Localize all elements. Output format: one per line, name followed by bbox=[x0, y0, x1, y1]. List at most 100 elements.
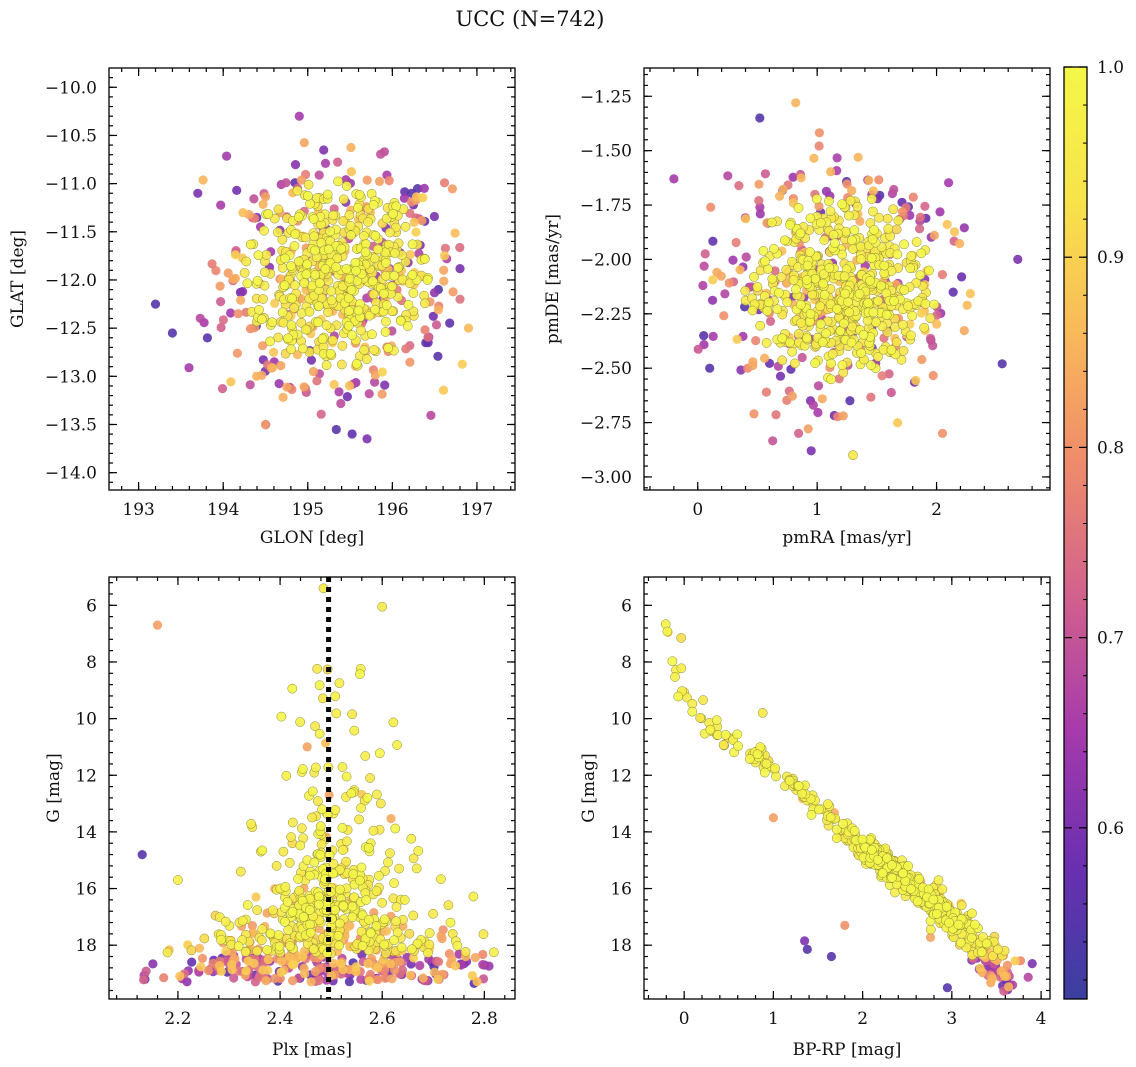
glon-glat-ytick-label: −13.5 bbox=[45, 415, 97, 435]
bprp-g-point bbox=[932, 909, 942, 919]
bprp-g-point bbox=[987, 974, 997, 984]
glon-glat-point bbox=[309, 231, 320, 242]
pmra-pmde-point bbox=[789, 358, 800, 369]
bprp-g-point bbox=[1000, 971, 1010, 981]
bprp-g-ytick-label: 14 bbox=[610, 823, 632, 843]
glon-glat-point bbox=[380, 380, 390, 390]
pmra-pmde-point bbox=[886, 345, 897, 355]
pmra-pmde-point bbox=[846, 337, 857, 348]
plx-g-point bbox=[411, 863, 422, 874]
glon-glat-point bbox=[260, 419, 271, 430]
pmra-pmde-point bbox=[803, 424, 813, 434]
pmra-pmde-point bbox=[775, 371, 786, 381]
bprp-g-point bbox=[825, 812, 836, 823]
pmra-pmde-point bbox=[879, 260, 890, 271]
glon-glat-point bbox=[273, 204, 284, 215]
glon-glat-point bbox=[457, 359, 467, 369]
glon-glat-point bbox=[277, 307, 288, 318]
plx-g-point bbox=[478, 949, 488, 960]
pmra-pmde-point bbox=[905, 263, 916, 274]
pmra-pmde-point bbox=[832, 304, 842, 314]
pmra-pmde-point bbox=[839, 318, 849, 329]
bprp-g-point bbox=[732, 729, 743, 740]
pmra-pmde-ytick-label: −1.25 bbox=[580, 87, 632, 107]
plx-g-point bbox=[334, 678, 345, 688]
glon-glat-point bbox=[381, 270, 391, 281]
pmra-pmde-point bbox=[795, 228, 806, 239]
bprp-g-point bbox=[826, 951, 837, 962]
plx-g-point bbox=[307, 812, 317, 823]
pmra-pmde-point bbox=[898, 345, 909, 356]
glon-glat-point bbox=[245, 380, 255, 390]
bprp-g-point bbox=[673, 691, 684, 702]
pmra-pmde-point bbox=[867, 234, 878, 245]
pmra-pmde-point bbox=[881, 309, 892, 320]
plx-g-point bbox=[312, 796, 323, 806]
plx-g-point bbox=[428, 908, 438, 919]
pmra-pmde-point bbox=[899, 239, 909, 250]
glon-glat-point bbox=[289, 241, 300, 251]
bprp-g-ytick-label: 18 bbox=[610, 936, 632, 956]
plx-g-point bbox=[220, 916, 231, 927]
pmra-pmde-point bbox=[832, 153, 842, 163]
plx-g-point bbox=[284, 857, 295, 868]
glon-glat-point bbox=[207, 259, 217, 269]
pmra-pmde-point bbox=[847, 235, 857, 246]
bprp-g-ytick-label: 6 bbox=[621, 596, 632, 616]
plx-g-point bbox=[288, 960, 298, 970]
glon-glat-point bbox=[345, 220, 356, 231]
pmra-pmde-point bbox=[929, 299, 940, 310]
pmra-pmde-point bbox=[771, 410, 781, 420]
pmra-pmde-point bbox=[669, 174, 679, 184]
bprp-g-points bbox=[660, 619, 1037, 996]
plx-g-point bbox=[356, 803, 366, 813]
plx-g-point bbox=[489, 947, 499, 958]
glon-glat-point bbox=[346, 142, 356, 153]
glon-glat-point bbox=[290, 160, 301, 170]
glon-glat-point bbox=[314, 278, 325, 288]
pmra-pmde-point bbox=[819, 289, 830, 300]
pmra-pmde-point bbox=[854, 289, 865, 299]
bprp-g-xtick-label: 3 bbox=[946, 1009, 957, 1029]
plx-g-ytick-label: 18 bbox=[75, 936, 97, 956]
pmra-pmde-point bbox=[867, 194, 877, 204]
pmra-pmde-point bbox=[889, 184, 899, 195]
bprp-g-point bbox=[831, 824, 842, 835]
glon-glat-point bbox=[313, 317, 323, 328]
pmra-pmde-point bbox=[788, 275, 799, 285]
bprp-g-frame bbox=[643, 576, 1051, 1000]
colorbar-tick-label: 0.7 bbox=[1097, 629, 1124, 649]
glon-glat-xlabel: GLON [deg] bbox=[260, 528, 364, 548]
pmra-pmde-point bbox=[777, 333, 788, 344]
bprp-g-point bbox=[906, 884, 916, 894]
glon-glat-point bbox=[308, 366, 318, 377]
pmra-pmde-point bbox=[796, 173, 806, 183]
glon-glat-point bbox=[261, 250, 272, 260]
pmra-pmde-point bbox=[793, 203, 804, 213]
pmra-pmde-point bbox=[903, 301, 913, 312]
glon-glat-point bbox=[353, 305, 364, 316]
pmra-pmde-point bbox=[853, 152, 863, 162]
glon-glat-point bbox=[302, 259, 313, 270]
bprp-g-point bbox=[814, 804, 824, 815]
pmra-pmde-point bbox=[731, 237, 741, 248]
pmra-pmde-point bbox=[928, 341, 938, 351]
glon-glat-point bbox=[211, 266, 221, 276]
glon-glat-point bbox=[333, 157, 343, 167]
glon-glat-point bbox=[289, 303, 300, 313]
glon-glat-ytick-label: −11.5 bbox=[45, 223, 97, 243]
pmra-pmde-point bbox=[908, 192, 918, 202]
plx-g-point bbox=[349, 725, 360, 736]
plx-g-point bbox=[424, 939, 435, 950]
pmra-pmde-ytick-label: −2.50 bbox=[580, 359, 632, 379]
panel-pmra-pmde: 0 1 2 −1.25 −1.50 −1.75 −2.00 −2.25 −2.50 −2.75 −3… bbox=[543, 67, 1051, 548]
pmra-pmde-point bbox=[899, 285, 910, 295]
glon-glat-point bbox=[418, 193, 428, 203]
plx-g-xlabel: Plx [mas] bbox=[272, 1040, 352, 1060]
plx-g-point bbox=[284, 951, 294, 962]
plx-g-point bbox=[355, 669, 365, 679]
plx-g-point bbox=[346, 788, 357, 799]
bprp-g-point bbox=[1027, 959, 1037, 969]
plx-g-point bbox=[285, 941, 295, 951]
plx-g-point bbox=[187, 957, 197, 967]
